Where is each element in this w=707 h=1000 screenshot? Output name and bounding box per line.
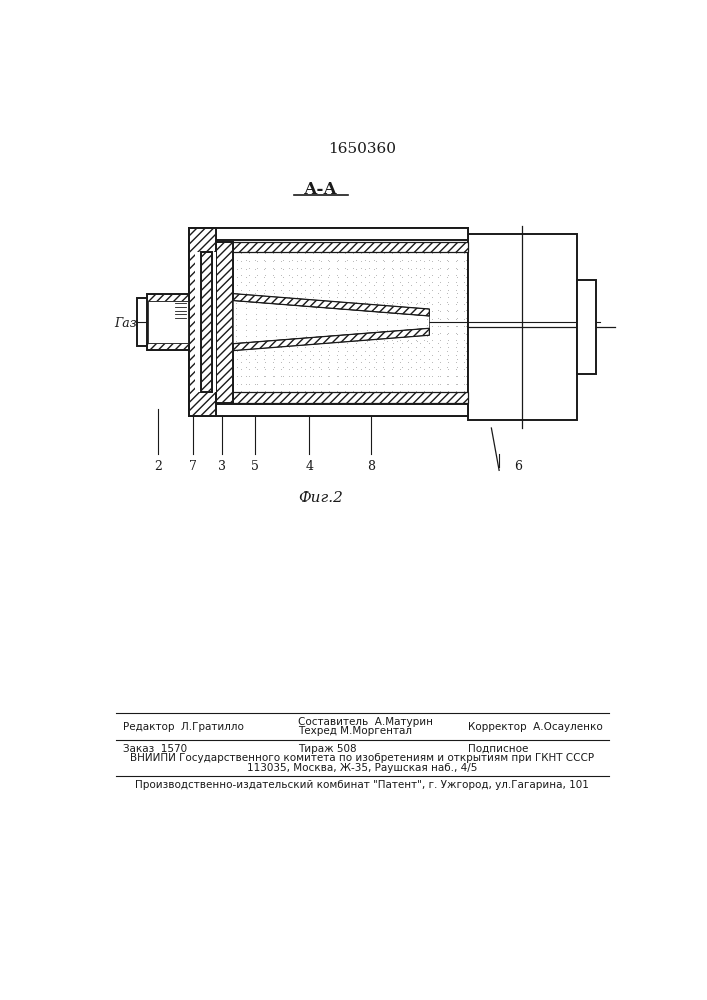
Polygon shape	[233, 301, 429, 344]
Text: Фиг.2: Фиг.2	[298, 491, 344, 505]
Text: Корректор  А.Осауленко: Корректор А.Осауленко	[468, 722, 603, 732]
Bar	[201, 252, 212, 392]
Text: Составитель  А.Матурин: Составитель А.Матурин	[298, 717, 433, 727]
Text: Редактор  Л.Гратилло: Редактор Л.Гратилло	[123, 722, 244, 732]
Text: Тираж 508: Тираж 508	[298, 744, 356, 754]
Text: 6: 6	[515, 460, 522, 473]
Bar	[189, 228, 216, 416]
Bar	[189, 404, 468, 416]
Polygon shape	[233, 294, 429, 316]
Text: Газ: Газ	[114, 317, 136, 330]
Text: 113035, Москва, Ж-35, Раушская наб., 4/5: 113035, Москва, Ж-35, Раушская наб., 4/5	[247, 763, 477, 773]
Text: 5: 5	[251, 460, 259, 473]
Text: Заказ  1570: Заказ 1570	[123, 744, 187, 754]
Bar	[216, 242, 468, 252]
Bar	[146, 294, 189, 350]
Text: Подписное: Подписное	[468, 744, 529, 754]
Text: 1650360: 1650360	[328, 142, 396, 156]
Bar	[216, 242, 233, 403]
Bar	[577, 280, 596, 374]
Text: 3: 3	[218, 460, 226, 473]
Text: Производственно-издательский комбинат "Патент", г. Ужгород, ул.Гагарина, 101: Производственно-издательский комбинат "П…	[135, 780, 589, 790]
Text: 2: 2	[154, 460, 162, 473]
Text: 4: 4	[305, 460, 313, 473]
Text: 7: 7	[189, 460, 197, 473]
Bar	[189, 228, 468, 240]
Text: 8: 8	[367, 460, 375, 473]
Bar	[189, 228, 468, 416]
Bar	[195, 252, 216, 392]
Polygon shape	[233, 328, 429, 351]
Bar	[148, 301, 187, 343]
Bar	[137, 298, 146, 346]
Text: Техред М.Моргентал: Техред М.Моргентал	[298, 726, 411, 736]
Bar	[468, 234, 577, 420]
Bar	[216, 392, 468, 403]
Text: ВНИИПИ Государственного комитета по изобретениям и открытиям при ГКНТ СССР: ВНИИПИ Государственного комитета по изоб…	[130, 753, 594, 763]
Text: А-А: А-А	[304, 181, 338, 198]
